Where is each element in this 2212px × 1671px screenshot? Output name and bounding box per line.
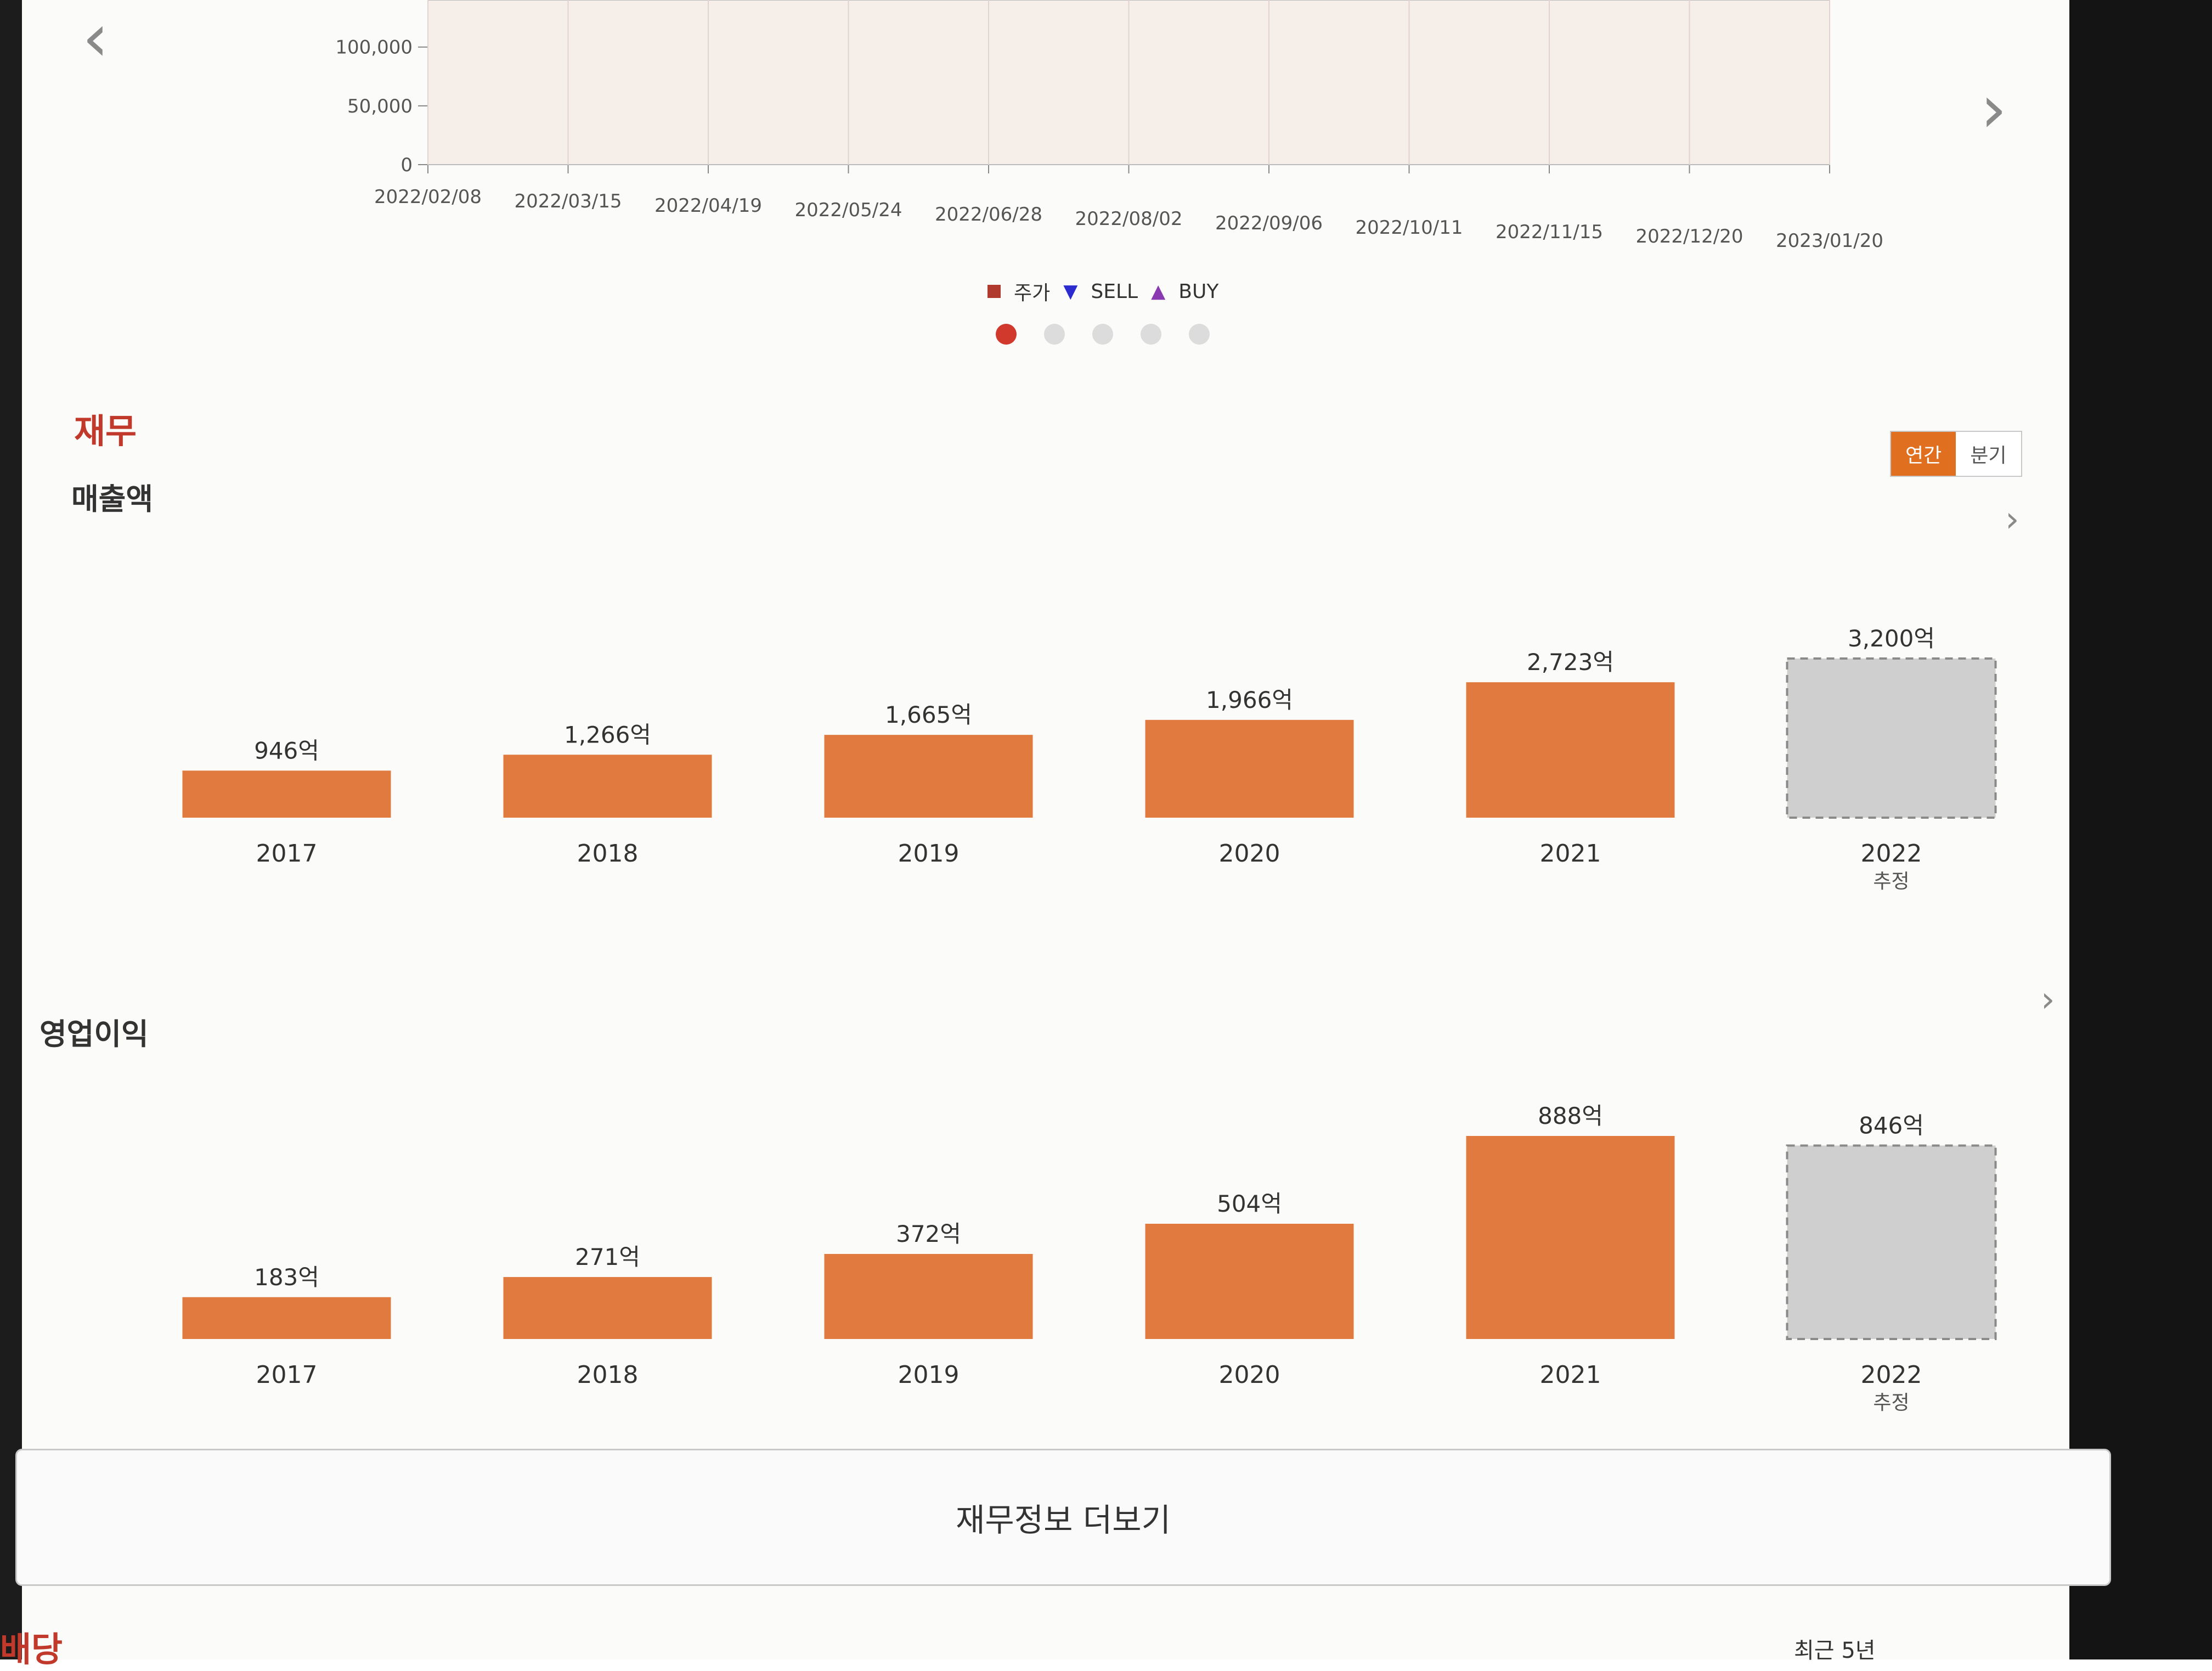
revenue-bar bbox=[1786, 657, 1997, 819]
revenue-year-label: 2021 bbox=[1540, 840, 1601, 868]
period-toggle: 연간 분기 bbox=[1890, 431, 2022, 477]
price-x-tick-label: 2022/02/08 bbox=[374, 186, 482, 208]
price-x-tick-label: 2022/04/19 bbox=[654, 195, 762, 217]
pager-dot[interactable] bbox=[1189, 324, 1210, 345]
price-x-tick-label: 2022/08/02 bbox=[1075, 208, 1183, 230]
operating-bar bbox=[1786, 1144, 1997, 1340]
operating-year-label: 2021 bbox=[1540, 1361, 1601, 1389]
operating-bar bbox=[503, 1277, 712, 1339]
price-y-tick-label: 50,000 bbox=[347, 95, 413, 117]
price-x-tick-label: 2022/06/28 bbox=[935, 204, 1042, 226]
carousel-prev-icon[interactable]: ‹ bbox=[82, 0, 109, 76]
revenue-bar bbox=[1145, 719, 1354, 818]
operating-income-bar-chart: 183억 2017 271억 2018 372억 2019 504억 2020 888억 2021… bbox=[182, 1102, 1997, 1414]
operating-bar bbox=[1145, 1224, 1354, 1339]
revenue-year-label: 2020 bbox=[1219, 840, 1280, 868]
revenue-value-label: 1,266억 bbox=[564, 721, 651, 748]
legend-sell-label: SELL bbox=[1091, 280, 1138, 303]
revenue-year-label: 2019 bbox=[898, 840, 960, 868]
device-bezel-left bbox=[0, 0, 22, 1659]
price-x-tick-label: 2022/05/24 bbox=[795, 199, 902, 221]
revenue-more-icon[interactable]: › bbox=[2005, 499, 2019, 540]
price-x-tick-label: 2022/12/20 bbox=[1636, 226, 1743, 247]
legend-price-label: 주가 bbox=[1014, 282, 1051, 305]
price-x-tick-label: 2022/03/15 bbox=[515, 190, 622, 212]
price-legend: 주가 ▼ SELL ▲ BUY bbox=[988, 277, 1218, 306]
pager-dot[interactable] bbox=[996, 324, 1017, 345]
price-x-tick-label: 2023/01/20 bbox=[1776, 230, 1883, 252]
revenue-estimate-label: 추정 bbox=[1873, 870, 1909, 893]
revenue-year-label: 2017 bbox=[256, 840, 318, 868]
operating-year-label: 2020 bbox=[1219, 1361, 1280, 1389]
legend-sell-icon: ▼ bbox=[1063, 280, 1078, 302]
operating-year-label: 2022 bbox=[1861, 1361, 1922, 1389]
revenue-value-label: 1,966억 bbox=[1206, 687, 1293, 713]
operating-more-icon[interactable]: › bbox=[2041, 980, 2055, 1020]
revenue-bar bbox=[503, 755, 712, 818]
operating-year-label: 2018 bbox=[577, 1361, 639, 1389]
carousel-pager bbox=[996, 324, 1210, 345]
toggle-quarterly-button[interactable]: 분기 bbox=[1956, 432, 2021, 476]
operating-year-label: 2017 bbox=[256, 1361, 318, 1389]
operating-year-label: 2019 bbox=[898, 1361, 960, 1389]
pager-dot[interactable] bbox=[1141, 324, 1161, 345]
device-bezel-right bbox=[2069, 0, 2212, 1659]
operating-value-label: 183억 bbox=[254, 1264, 319, 1291]
revenue-bar-chart: 946억 2017 1,266억 2018 1,665억 2019 1,966억 2020 2,… bbox=[182, 625, 1997, 893]
revenue-bar bbox=[1466, 682, 1675, 818]
carousel-next-icon[interactable]: › bbox=[1980, 71, 2007, 148]
revenue-value-label: 1,665억 bbox=[885, 701, 972, 728]
revenue-year-label: 2022 bbox=[1861, 840, 1922, 868]
legend-buy-label: BUY bbox=[1178, 280, 1219, 303]
pager-dot[interactable] bbox=[1092, 324, 1113, 345]
legend-price-swatch bbox=[988, 285, 1001, 298]
pager-dot[interactable] bbox=[1044, 324, 1065, 345]
operating-bar bbox=[1466, 1136, 1675, 1339]
operating-value-label: 846억 bbox=[1859, 1112, 1924, 1139]
revenue-value-label: 946억 bbox=[254, 737, 319, 764]
revenue-bar bbox=[182, 770, 391, 818]
price-y-tick-label: 0 bbox=[400, 154, 413, 176]
operating-value-label: 504억 bbox=[1217, 1190, 1282, 1217]
revenue-value-label: 2,723억 bbox=[1527, 649, 1614, 676]
toggle-annual-button[interactable]: 연간 bbox=[1891, 432, 1956, 476]
dividend-section-title: 배당 bbox=[0, 1629, 63, 1669]
finance-section-title: 재무 bbox=[74, 411, 137, 451]
operating-bar bbox=[824, 1254, 1033, 1339]
revenue-bar bbox=[824, 735, 1033, 818]
operating-bar bbox=[182, 1297, 391, 1339]
operating-value-label: 271억 bbox=[575, 1244, 640, 1270]
revenue-year-label: 2018 bbox=[577, 840, 639, 868]
price-x-tick-label: 2022/11/15 bbox=[1496, 221, 1603, 243]
operating-value-label: 372억 bbox=[896, 1220, 961, 1247]
finance-more-button[interactable]: 재무정보 더보기 bbox=[15, 1449, 2111, 1586]
operating-estimate-label: 추정 bbox=[1873, 1392, 1909, 1414]
legend-buy-icon: ▲ bbox=[1151, 280, 1166, 302]
operating-income-title: 영업이익 bbox=[40, 1017, 149, 1051]
dividend-period-label: 최근 5년 bbox=[1794, 1638, 1876, 1663]
price-y-tick-label: 100,000 bbox=[335, 37, 413, 59]
operating-value-label: 888억 bbox=[1538, 1102, 1603, 1129]
revenue-value-label: 3,200억 bbox=[1848, 625, 1935, 652]
price-x-tick-label: 2022/09/06 bbox=[1215, 212, 1323, 234]
price-x-tick-label: 2022/10/11 bbox=[1356, 217, 1463, 239]
revenue-title: 매출액 bbox=[71, 482, 154, 516]
